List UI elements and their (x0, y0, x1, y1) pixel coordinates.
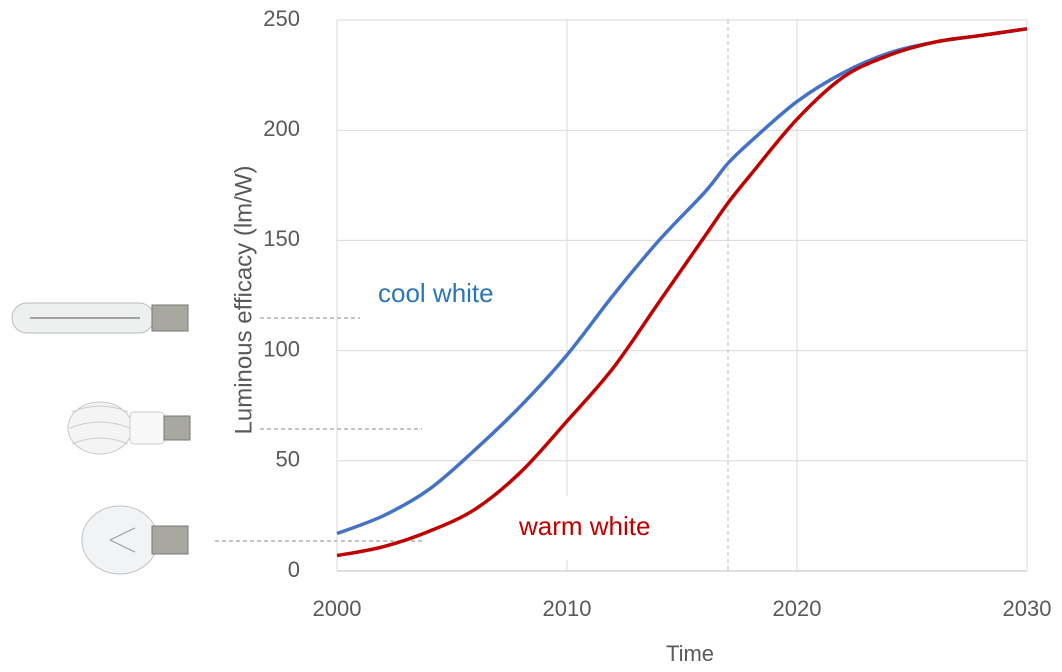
legend-label: warm white (518, 511, 650, 541)
chart: 0 50 100 150 200 250 2000 2010 2020 2030 cool whit… (0, 0, 1062, 672)
y-tick-label: 0 (288, 557, 300, 582)
x-axis-title: Time (666, 641, 714, 666)
bulb-icons (12, 303, 422, 574)
labels: 0 50 100 150 200 250 2000 2010 2020 2030 cool whit… (263, 6, 1051, 621)
x-tick-label: 2030 (1003, 596, 1052, 621)
x-tick-label: 2000 (313, 596, 362, 621)
y-tick-label: 150 (263, 226, 300, 251)
x-tick-label: 2010 (543, 596, 592, 621)
legend-label: cool white (378, 278, 494, 308)
y-tick-label: 200 (263, 116, 300, 141)
y-axis-title: Luminous efficacy (lm/W) (230, 166, 257, 435)
x-tick-label: 2020 (773, 596, 822, 621)
y-tick-label: 100 (263, 336, 300, 361)
y-tick-label: 50 (276, 447, 300, 472)
y-tick-label: 250 (263, 6, 300, 31)
